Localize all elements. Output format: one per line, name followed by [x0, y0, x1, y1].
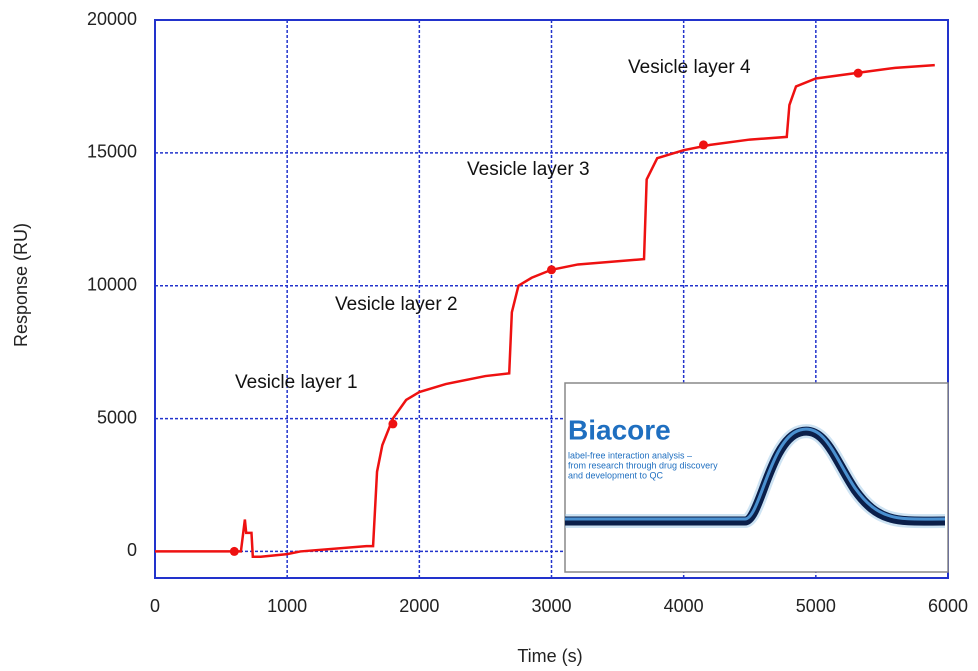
y-tick-label: 0 — [127, 540, 137, 560]
annotation: Vesicle layer 2 — [335, 294, 458, 315]
inset-title: Biacore — [568, 414, 671, 445]
response-line — [155, 63, 935, 558]
inset-line: and development to QC — [568, 470, 664, 480]
x-tick-label: 2000 — [399, 596, 439, 616]
inset-line: label-free interaction analysis – — [568, 450, 692, 460]
inset: Biacore label-free interaction analysis –… — [564, 382, 949, 573]
inset-box — [564, 382, 949, 573]
marker — [229, 546, 239, 556]
inset-line: from research through drug discovery — [568, 460, 718, 470]
marker — [698, 140, 708, 150]
marker — [853, 68, 863, 78]
x-tick-label: 6000 — [928, 596, 968, 616]
y-tick-label: 20000 — [87, 9, 137, 29]
annotation: Vesicle layer 4 — [628, 57, 751, 78]
x-tick-label: 0 — [150, 596, 160, 616]
y-axis-label: Response (RU) — [11, 223, 31, 347]
x-tick-label: 1000 — [267, 596, 307, 616]
plot-frame — [154, 19, 949, 579]
annotation: Vesicle layer 3 — [467, 159, 590, 180]
y-tick-label: 10000 — [87, 274, 137, 294]
y-tick-label: 5000 — [97, 407, 137, 427]
x-tick-label: 3000 — [531, 596, 571, 616]
x-tick-label: 4000 — [664, 596, 704, 616]
x-tick-label: 5000 — [796, 596, 836, 616]
annotation: Vesicle layer 1 — [235, 372, 358, 393]
marker — [388, 419, 398, 429]
inset-curve-inner — [565, 427, 946, 521]
y-tick-label: 15000 — [87, 142, 137, 162]
x-axis-label: Time (s) — [517, 646, 582, 666]
marker — [547, 265, 556, 275]
